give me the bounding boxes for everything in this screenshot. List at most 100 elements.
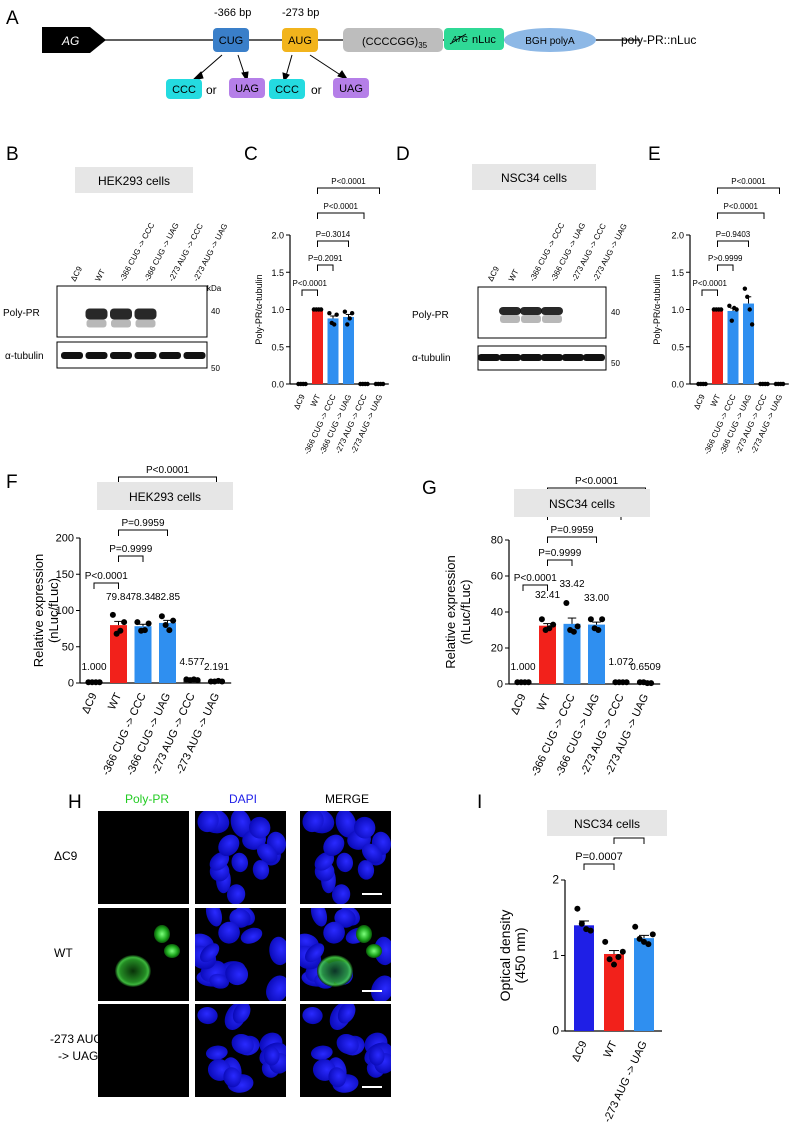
data-point	[574, 905, 581, 912]
blot-b-row1-label: Poly-PR	[3, 308, 40, 319]
bar	[743, 303, 754, 384]
p-value-label: P<0.0001	[293, 279, 328, 288]
y-tick-label: 80	[491, 535, 503, 547]
blot-d-title-box	[472, 164, 596, 190]
col-title-dapi: DAPI	[229, 792, 257, 806]
significance-bracket	[717, 264, 734, 271]
panel-label-g: G	[422, 478, 437, 499]
blot-b-tubulin-band	[159, 352, 181, 359]
significance-bracket	[522, 584, 548, 591]
mut-ccc-1: CCC	[172, 84, 196, 96]
bar	[110, 625, 127, 683]
nucleus	[200, 943, 220, 963]
p-value-label: P=0.0007	[575, 851, 622, 863]
p-value-label: P<0.0001	[85, 571, 129, 582]
data-point	[574, 623, 581, 630]
bar-value-label: 0.6509	[630, 662, 661, 673]
nucleus	[231, 1033, 254, 1055]
significance-bracket	[583, 863, 615, 870]
data-point	[718, 307, 724, 312]
nucleus	[336, 1033, 359, 1055]
bar	[712, 309, 723, 384]
significance-bracket	[613, 837, 645, 844]
chart-i-title: NSC34 cells	[574, 817, 640, 831]
nucleus	[305, 943, 325, 963]
bar	[343, 316, 354, 384]
or-1: or	[206, 83, 217, 97]
data-point	[587, 927, 594, 934]
data-point	[134, 619, 141, 626]
category-label: ΔC9	[570, 1039, 590, 1063]
data-point	[747, 307, 752, 312]
p-value-label: P<0.0001	[724, 202, 759, 211]
ag-label: AG	[61, 34, 79, 48]
aug-label: AUG	[288, 35, 312, 47]
data-point	[623, 679, 630, 686]
bar-value-label: 78.34	[130, 592, 155, 603]
bar-value-label: 79.84	[106, 592, 131, 603]
blot-d-polypr-band	[499, 307, 521, 315]
significance-bracket	[93, 582, 119, 589]
nucleus	[249, 816, 271, 839]
mut-uag-1: UAG	[235, 83, 259, 95]
blot-b-polypr-band	[85, 308, 108, 320]
nucleus	[374, 936, 391, 966]
blot-b-tubulin-band	[85, 352, 108, 359]
panel-label-a: A	[6, 8, 19, 29]
data-point	[599, 616, 606, 623]
category-label: ΔC9	[80, 691, 100, 715]
data-point	[578, 920, 585, 927]
blot-d-lane-labels: ΔC9 WT -366 CUG -> CCC-366 CUG -> UAG-273 …	[486, 221, 629, 283]
nucleus	[336, 852, 354, 873]
blot-b-mw40: 40	[211, 307, 220, 316]
data-point	[749, 322, 755, 327]
y-tick-label: 20	[491, 643, 503, 655]
data-point	[303, 381, 308, 387]
polya-ellipse	[504, 28, 596, 52]
micrograph-tile	[195, 811, 286, 904]
blot-d-row2-label: α-tubulin	[412, 353, 451, 364]
bar	[634, 938, 654, 1031]
data-point	[538, 616, 545, 623]
row-label-dc9: ΔC9	[54, 849, 78, 863]
bar-value-label: 2.191	[204, 662, 229, 673]
significance-bracket	[317, 264, 334, 271]
blot-b-tubulin-band	[134, 352, 157, 359]
nucleus	[314, 852, 335, 871]
blot-d-polypr-smear	[500, 315, 520, 323]
data-point	[727, 303, 732, 308]
y-axis-label: Poly-PR/α-tubulin	[254, 274, 264, 344]
nluc-label: nLuc	[472, 34, 496, 46]
row-label-wt: WT	[54, 946, 73, 960]
data-point	[96, 679, 103, 686]
data-point	[166, 627, 173, 634]
col-title-merge: MERGE	[325, 792, 369, 806]
data-point	[645, 941, 652, 948]
micrograph-tile	[300, 811, 391, 904]
nucleus	[357, 860, 375, 880]
construct-name: poly-PR::nLuc	[621, 33, 696, 47]
nucleus	[302, 1007, 323, 1025]
micrograph-background	[98, 1004, 189, 1097]
panel-label-f: F	[6, 472, 18, 493]
data-point	[649, 931, 656, 938]
bar	[574, 925, 594, 1031]
y-tick-label: 60	[491, 571, 503, 583]
nucleus	[354, 816, 376, 839]
p-value-label: P<0.0001	[731, 177, 766, 186]
blot-b-polypr-smear	[86, 319, 107, 328]
nluc-box	[444, 28, 504, 50]
blot-b-kda: kDa	[207, 284, 222, 293]
nucleus	[226, 884, 246, 904]
polypr-signal-nucleus	[154, 925, 170, 943]
polypr-signal-cell	[115, 955, 151, 987]
blot-d-tubulin-band	[541, 354, 563, 361]
mut-uag-2-box	[333, 78, 369, 98]
blot-b-polypr-smear	[135, 319, 156, 328]
panel-label-e: E	[648, 144, 661, 165]
data-point	[546, 625, 553, 632]
significance-bracket	[118, 529, 168, 536]
nucleus	[368, 1046, 385, 1066]
